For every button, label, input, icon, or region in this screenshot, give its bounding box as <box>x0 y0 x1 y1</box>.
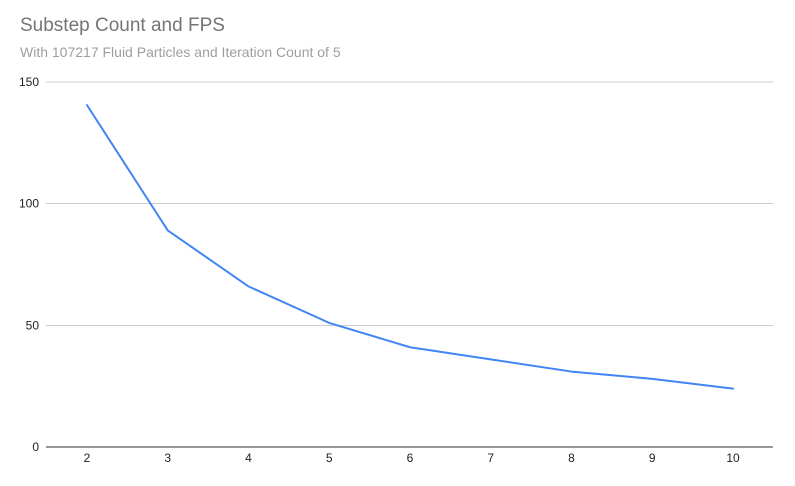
series-line <box>86 104 734 390</box>
x-tick-label: 8 <box>568 451 575 465</box>
y-tick-label: 150 <box>19 75 39 89</box>
x-tick-label: 5 <box>326 451 333 465</box>
x-tick-label: 2 <box>84 451 91 465</box>
chart-title: Substep Count and FPS <box>20 15 225 36</box>
x-tick-label: 9 <box>649 451 656 465</box>
x-tick-label: 3 <box>164 451 171 465</box>
y-tick-label: 50 <box>26 318 40 332</box>
x-tick-label: 7 <box>487 451 494 465</box>
y-tick-label: 0 <box>32 440 39 454</box>
y-tick-label: 100 <box>19 197 39 211</box>
x-tick-label: 4 <box>245 451 252 465</box>
chart-subtitle: With 107217 Fluid Particles and Iteratio… <box>20 44 341 60</box>
x-tick-label: 6 <box>407 451 414 465</box>
x-tick-label: 10 <box>726 451 740 465</box>
